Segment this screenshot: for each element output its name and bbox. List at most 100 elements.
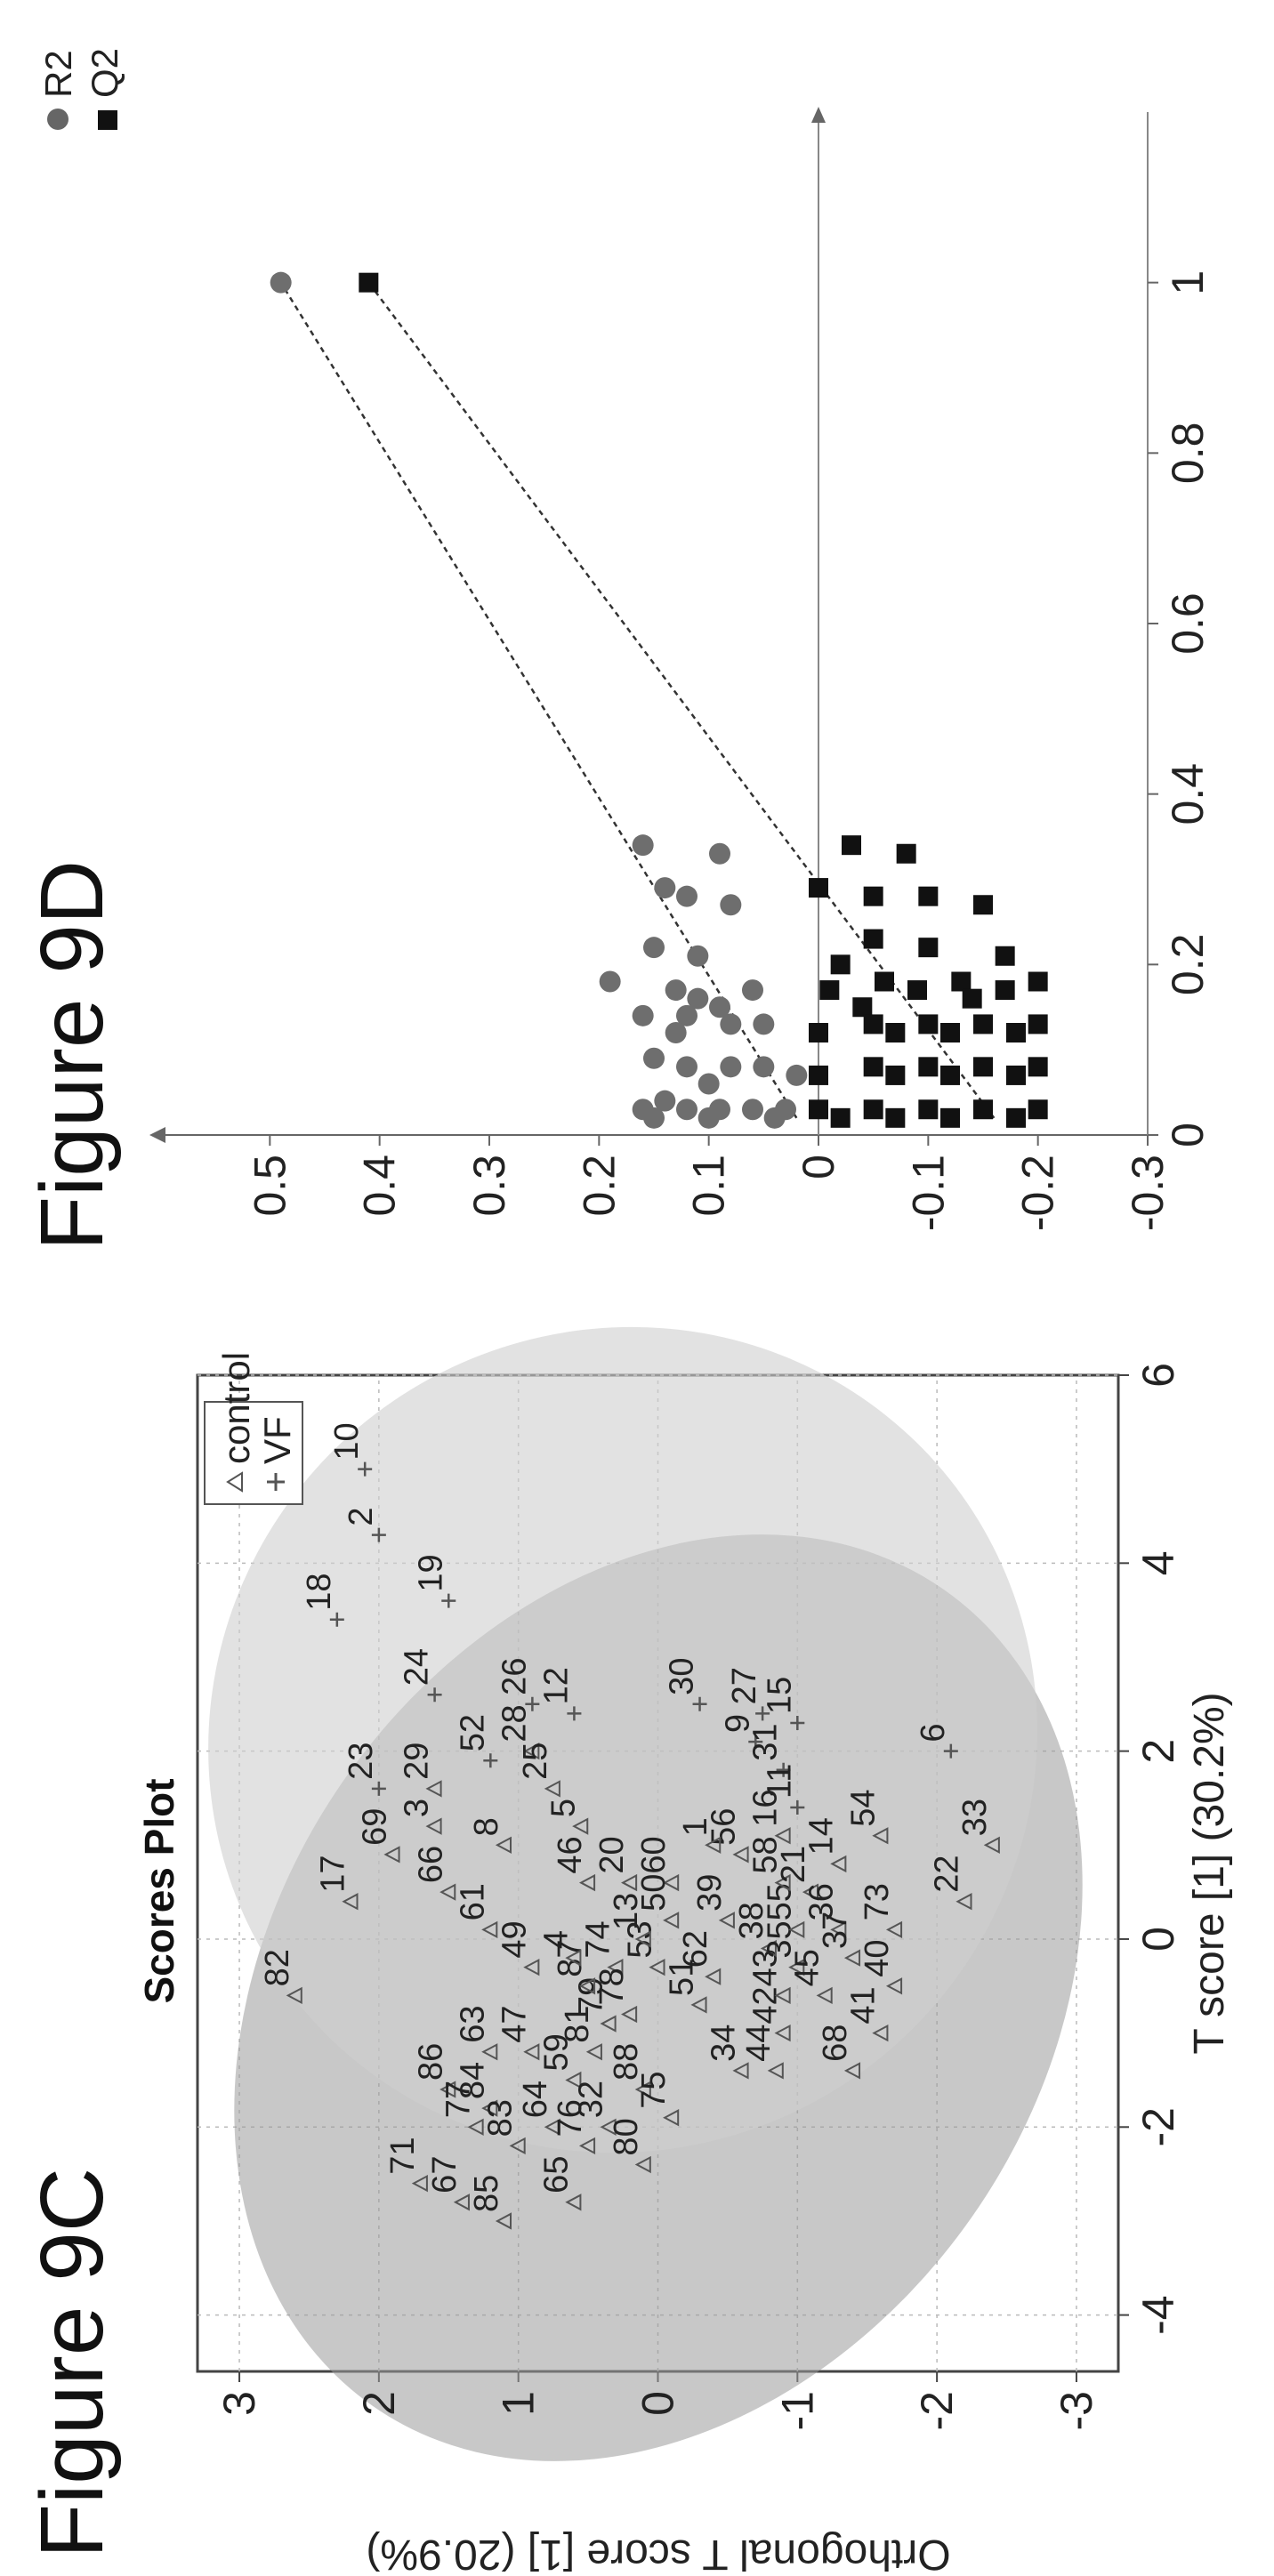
figure-9c-label: Figure 9C bbox=[22, 2168, 122, 2558]
control-point-marker bbox=[732, 2062, 749, 2080]
control-point-marker bbox=[286, 1986, 302, 2005]
control-point-marker bbox=[843, 2062, 861, 2080]
point-label: 16 bbox=[747, 1789, 785, 1826]
permutation-points bbox=[270, 271, 1048, 1129]
control-point-marker bbox=[885, 1920, 903, 1939]
q2-point bbox=[809, 1065, 828, 1085]
scores-y-tick-label: -1 bbox=[772, 2391, 822, 2430]
point-label: 19 bbox=[412, 1554, 449, 1591]
control-point-marker bbox=[816, 1986, 833, 2005]
control-point-marker bbox=[830, 1920, 847, 1939]
permutation-y-tick-label: 0.4 bbox=[355, 1155, 405, 1217]
control-point-marker bbox=[788, 1920, 805, 1939]
q2-point bbox=[875, 971, 894, 992]
permutation-y-tick-label: 0.3 bbox=[464, 1155, 514, 1217]
control-point-marker bbox=[481, 2043, 498, 2061]
point-label: 24 bbox=[399, 1648, 436, 1686]
control-point-marker bbox=[565, 1949, 582, 1967]
r2-point bbox=[763, 1107, 786, 1129]
point-label: 10 bbox=[328, 1422, 366, 1460]
point-label: 64 bbox=[517, 2081, 554, 2118]
point-label: 41 bbox=[844, 1986, 882, 2024]
vf-point-marker bbox=[692, 1696, 707, 1711]
point-label: 79 bbox=[573, 1977, 610, 2015]
control-point-marker bbox=[342, 1893, 359, 1911]
q2-point bbox=[809, 1023, 828, 1042]
point-label: 69 bbox=[357, 1808, 394, 1846]
r2-point bbox=[599, 970, 621, 993]
point-label: 45 bbox=[789, 1949, 826, 1986]
point-label: 21 bbox=[775, 1846, 812, 1883]
control-point-marker bbox=[732, 1846, 749, 1864]
r2-point bbox=[687, 987, 709, 1010]
q2-point bbox=[885, 1023, 906, 1042]
vf-point-marker bbox=[371, 1527, 386, 1542]
q2-point bbox=[842, 835, 861, 856]
control-point-marker bbox=[523, 2043, 540, 2061]
r2-point bbox=[676, 885, 697, 907]
point-label: 36 bbox=[802, 1883, 840, 1920]
point-label: 63 bbox=[454, 2005, 491, 2042]
point-label: 15 bbox=[761, 1677, 798, 1714]
point-label: 83 bbox=[482, 2099, 520, 2137]
point-label: 14 bbox=[802, 1817, 840, 1855]
control-point-marker bbox=[634, 2081, 651, 2098]
control-point-marker bbox=[453, 2194, 470, 2211]
point-label: 42 bbox=[747, 1986, 785, 2024]
q2-point bbox=[830, 1107, 851, 1128]
vf-point-marker bbox=[358, 1461, 373, 1477]
scores-y-axis-label: Orthogonal T score [1] (20.9%) bbox=[366, 2531, 950, 2576]
point-label: 62 bbox=[677, 1930, 714, 1968]
control-point-marker bbox=[439, 1883, 456, 1901]
point-label: 43 bbox=[747, 1949, 785, 1986]
vf-point-marker bbox=[371, 1781, 386, 1796]
control-point-marker bbox=[495, 1836, 512, 1854]
point-label: 13 bbox=[608, 1893, 645, 1930]
point-label: 87 bbox=[552, 1940, 589, 1977]
q2-point bbox=[809, 878, 828, 898]
q2-point bbox=[995, 980, 1015, 1001]
control-point-marker bbox=[495, 2212, 512, 2230]
control-point-marker bbox=[705, 1836, 722, 1854]
q2-point bbox=[918, 1099, 939, 1120]
r2-point bbox=[742, 979, 763, 1002]
scores-legend: control VF bbox=[204, 1352, 303, 1505]
q2-point bbox=[896, 843, 916, 864]
control-point-marker bbox=[509, 2137, 526, 2155]
r2-point bbox=[697, 1073, 720, 1095]
permutation-y-tick-label: -0.1 bbox=[903, 1155, 953, 1231]
control-point-marker bbox=[983, 1836, 1000, 1854]
control-point-marker bbox=[523, 1742, 540, 1760]
point-label: 32 bbox=[573, 2081, 610, 2118]
control-point-marker bbox=[774, 2024, 791, 2042]
point-label: 50 bbox=[635, 1874, 673, 1912]
control-point-marker bbox=[565, 2194, 582, 2211]
control-point-marker bbox=[544, 1780, 560, 1798]
vf-point-marker bbox=[525, 1696, 540, 1711]
point-label: 34 bbox=[706, 2025, 743, 2062]
control-point-marker bbox=[467, 2118, 484, 2136]
r2-point bbox=[632, 1004, 654, 1026]
q2-point bbox=[863, 1057, 883, 1077]
r2-point bbox=[676, 1004, 697, 1026]
r2-point bbox=[720, 1013, 742, 1035]
control-point-marker bbox=[565, 2071, 582, 2089]
point-label: 1 bbox=[677, 1817, 714, 1836]
q2-point bbox=[359, 272, 379, 293]
q2-point bbox=[863, 1099, 883, 1120]
scores-y-tick-label: 1 bbox=[494, 2391, 544, 2416]
point-label: 30 bbox=[664, 1658, 701, 1695]
point-label: 67 bbox=[426, 2156, 464, 2194]
q2-point bbox=[995, 946, 1015, 966]
legend-q2-square-icon bbox=[98, 110, 117, 130]
q2-point bbox=[1028, 1099, 1048, 1120]
point-label: 80 bbox=[608, 2118, 645, 2155]
control-point-marker bbox=[634, 1930, 651, 1948]
r2-regression-line bbox=[279, 282, 798, 1119]
r2-point bbox=[665, 1022, 687, 1043]
point-label: 58 bbox=[747, 1836, 785, 1873]
control-point-marker bbox=[956, 1893, 972, 1911]
figure-9d-label: Figure 9D bbox=[22, 860, 122, 1251]
control-point-marker bbox=[621, 2005, 638, 2024]
control-point-marker bbox=[383, 1846, 400, 1864]
